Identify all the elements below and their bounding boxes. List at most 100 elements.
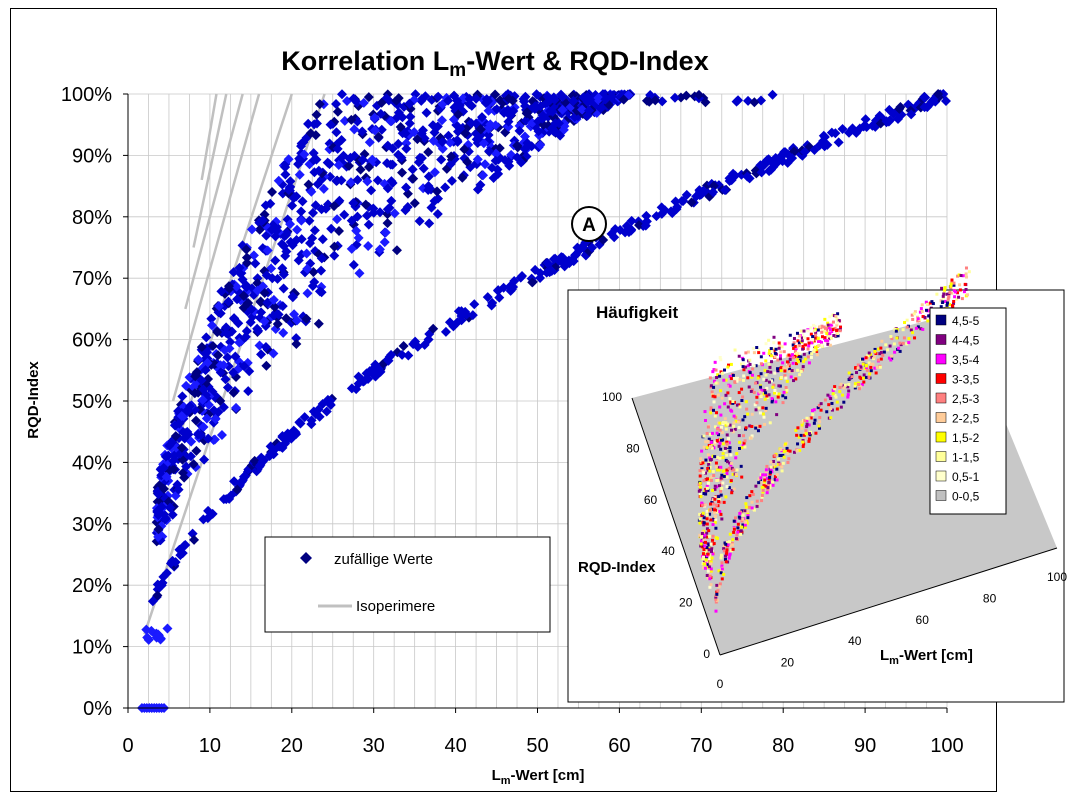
inset-legend-label: 2-2,5 [952, 412, 980, 426]
inset-mark [909, 328, 913, 332]
inset-mark [873, 366, 877, 370]
inset-mark [726, 405, 730, 409]
x-tick-label: 0 [122, 735, 133, 757]
inset-mark [806, 355, 810, 359]
data-point [644, 96, 655, 107]
inset-mark [791, 343, 795, 347]
data-point [436, 154, 447, 165]
data-point [250, 258, 261, 269]
data-point [498, 282, 509, 293]
inset-mark [888, 344, 892, 348]
inset-mark [732, 421, 736, 425]
inset-mark [710, 431, 714, 435]
inset-mark [702, 562, 706, 566]
data-point [358, 97, 369, 108]
inset-mark [759, 476, 763, 480]
x-axis-label: Lm-Wert [cm] [492, 767, 585, 787]
inset-mark [779, 354, 783, 358]
inset-mark [723, 448, 727, 452]
inset-mark [833, 326, 837, 330]
data-point [221, 328, 232, 339]
x-tick-label: 10 [199, 735, 221, 757]
data-point [480, 159, 491, 170]
inset-mark [731, 400, 735, 404]
inset-mark [730, 461, 734, 465]
inset-mark [794, 353, 798, 357]
data-point [241, 244, 252, 255]
data-point [407, 164, 418, 175]
data-point [400, 128, 411, 139]
inset-mark [771, 463, 775, 467]
inset-mark [892, 342, 896, 346]
inset-mark [744, 426, 748, 430]
inset-legend-label: 3,5-4 [952, 353, 980, 367]
inset-mark [725, 468, 729, 472]
inset-mark [781, 394, 785, 398]
inset-mark [827, 326, 831, 330]
inset-mark [719, 553, 723, 557]
inset-mark [710, 549, 714, 553]
inset-mark [701, 552, 705, 556]
inset-mark [953, 295, 957, 299]
inset-mark [772, 349, 776, 353]
inset-mark [788, 333, 792, 337]
data-point [354, 268, 365, 279]
inset-mark [776, 369, 780, 373]
inset-mark [729, 463, 733, 467]
data-point [231, 402, 242, 413]
inset-mark [860, 383, 864, 387]
inset-mark [799, 329, 803, 333]
data-point [696, 189, 707, 200]
inset-mark [751, 367, 755, 371]
inset-mark [707, 463, 711, 467]
inset-mark [773, 388, 777, 392]
data-point [527, 277, 538, 288]
inset-mark [738, 440, 742, 444]
inset-mark [803, 343, 807, 347]
inset-mark [820, 324, 824, 328]
x-tick-label: 70 [690, 735, 712, 757]
data-point [404, 98, 415, 109]
data-point [472, 184, 483, 195]
inset-mark [697, 489, 701, 493]
data-point [374, 244, 385, 255]
inset-mark [790, 369, 794, 373]
inset-mark [812, 421, 816, 425]
inset-mark [912, 312, 916, 316]
inset-mark [777, 384, 781, 388]
inset-mark [810, 352, 814, 356]
inset-mark [806, 347, 810, 351]
inset-mark [829, 328, 833, 332]
inset-mark [847, 371, 851, 375]
inset-y-tick: 0 [703, 647, 710, 661]
inset-mark [959, 274, 963, 278]
data-point [357, 126, 368, 137]
data-point [209, 434, 220, 445]
inset-mark [732, 527, 736, 531]
data-point [503, 121, 514, 132]
inset-mark [788, 367, 792, 371]
inset-mark [737, 515, 741, 519]
inset-mark [755, 345, 759, 349]
inset-mark [709, 567, 713, 571]
inset-mark [708, 458, 712, 462]
inset-mark [713, 484, 717, 488]
inset-mark [729, 453, 733, 457]
inset-mark [805, 425, 809, 429]
inset-mark [722, 378, 726, 382]
inset-mark [706, 425, 710, 429]
inset-mark [960, 297, 964, 301]
inset-mark [729, 479, 733, 483]
inset-mark [750, 375, 754, 379]
y-tick-label: 20% [72, 575, 112, 597]
inset-mark [732, 414, 736, 418]
inset-mark [768, 484, 772, 488]
inset-mark [772, 383, 776, 387]
inset-mark [723, 469, 727, 473]
inset-mark [769, 480, 773, 484]
inset-mark [964, 266, 968, 270]
inset-mark [823, 329, 827, 333]
inset-mark [826, 321, 830, 325]
inset-mark [765, 386, 769, 390]
inset-mark [913, 336, 917, 340]
